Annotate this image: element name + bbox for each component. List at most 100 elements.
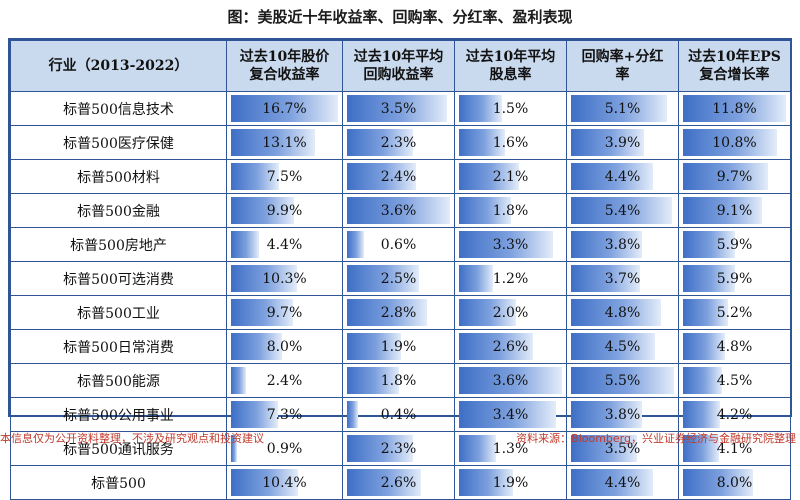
value-cell: 2.3% [342,125,455,160]
cell-value: 2.4% [380,168,417,185]
table-row: 标普500工业 9.7% 2.8% 2.0% 4.8% 5.2% [10,295,791,330]
value-cell: 9.7% [226,295,343,330]
data-bar [459,367,562,394]
cell-value: 8.0% [266,338,303,355]
cell-value: 5.1% [604,100,641,117]
cell-value: 3.8% [604,236,641,253]
cell-value: 4.5% [604,338,641,355]
cell-value: 3.8% [604,406,641,423]
data-bar [571,401,643,428]
header-eps-cagr: 过去10年EPS 复合增长率 [678,40,791,92]
data-bar [347,265,419,292]
value-cell: 2.4% [342,159,455,194]
value-cell: 16.7% [226,91,343,126]
data-bar [459,299,517,326]
header-dividend-yield: 过去10年平均 股息率 [454,40,567,92]
cell-value: 2.6% [492,338,529,355]
cell-value: 1.6% [492,134,529,151]
source-text: 资料来源：Bloomberg，兴业证券经济与金融研究院整理 [516,432,796,445]
header-buyback-yield: 过去10年平均 回购收益率 [342,40,455,92]
sector-name: 标普500 [10,465,227,500]
value-cell: 5.1% [566,91,679,126]
value-cell: 3.6% [342,193,455,228]
value-cell: 2.1% [454,159,567,194]
cell-value: 4.4% [604,474,641,491]
data-bar [571,333,656,360]
value-cell: 1.8% [454,193,567,228]
value-cell: 5.5% [566,363,679,398]
cell-value: 16.7% [262,100,307,117]
value-cell: 1.9% [342,329,455,364]
value-cell: 7.5% [226,159,343,194]
value-cell: 10.8% [678,125,791,160]
cell-value: 5.9% [716,270,753,287]
sector-name: 标普500材料 [10,159,227,194]
cell-value: 3.4% [492,406,529,423]
cell-value: 4.8% [716,338,753,355]
cell-value: 1.3% [492,440,529,457]
value-cell: 5.9% [678,227,791,262]
data-bar [571,299,661,326]
value-cell: 4.4% [226,227,343,262]
sector-name: 标普500医疗保健 [10,125,227,160]
data-bar [347,333,402,360]
data-bar [231,299,294,326]
data-table-container: 行业（2013-2022） 过去10年股价 复合收益率 过去10年平均 回购收益率 … [8,38,792,500]
value-cell: 3.8% [566,397,679,432]
table-row: 标普500医疗保健 13.1% 2.3% 1.6% 3.9% 10.8% [10,125,791,160]
data-bar [347,367,399,394]
cell-value: 9.1% [716,202,753,219]
cell-value: 4.4% [604,168,641,185]
data-bar [347,163,416,190]
cell-value: 2.3% [380,134,417,151]
cell-value: 5.4% [604,202,641,219]
value-cell: 2.5% [342,261,455,296]
sector-name: 标普500能源 [10,363,227,398]
data-bar [231,435,237,462]
data-bar [683,129,778,156]
value-cell: 9.1% [678,193,791,228]
value-cell: 0.6% [342,227,455,262]
cell-value: 2.1% [492,168,529,185]
cell-value: 3.5% [604,440,641,457]
value-cell: 10.3% [226,261,343,296]
sector-name: 标普500信息技术 [10,91,227,126]
cell-value: 2.8% [380,304,417,321]
value-cell: 1.8% [342,363,455,398]
header-row: 行业（2013-2022） 过去10年股价 复合收益率 过去10年平均 回购收益率 … [10,40,791,92]
value-cell: 2.6% [342,465,455,500]
cell-value: 10.3% [262,270,307,287]
data-bar [683,333,725,360]
cell-value: 4.2% [716,406,753,423]
data-bar [231,163,280,190]
value-cell: 13.1% [226,125,343,160]
value-cell: 5.2% [678,295,791,330]
header-total-payout: 回购率+分红率 [566,40,679,92]
data-bar [347,95,448,122]
value-cell: 4.4% [566,159,679,194]
data-bar [571,129,645,156]
data-bar [231,265,297,292]
value-cell: 3.9% [566,125,679,160]
header-price-cagr: 过去10年股价 复合收益率 [226,40,343,92]
table-row: 标普500金融 9.9% 3.6% 1.8% 5.4% 9.1% [10,193,791,228]
value-cell: 11.8% [678,91,791,126]
cell-value: 7.3% [266,406,303,423]
value-cell: 9.9% [226,193,343,228]
value-cell: 3.6% [454,363,567,398]
value-cell: 2.4% [226,363,343,398]
cell-value: 7.5% [266,168,303,185]
cell-value: 3.6% [492,372,529,389]
cell-value: 1.9% [492,474,529,491]
data-bar [459,95,502,122]
cell-value: 13.1% [262,134,307,151]
disclaimer-text: 本信息仅为公开资料整理，不涉及研究观点和投资建议 [0,432,264,445]
data-bar [683,265,735,292]
data-bar [347,231,365,258]
cell-value: 8.0% [716,474,753,491]
data-bar [571,265,641,292]
data-bar [231,129,315,156]
cell-value: 9.7% [716,168,753,185]
cell-value: 4.1% [716,440,753,457]
data-bar [683,197,763,224]
